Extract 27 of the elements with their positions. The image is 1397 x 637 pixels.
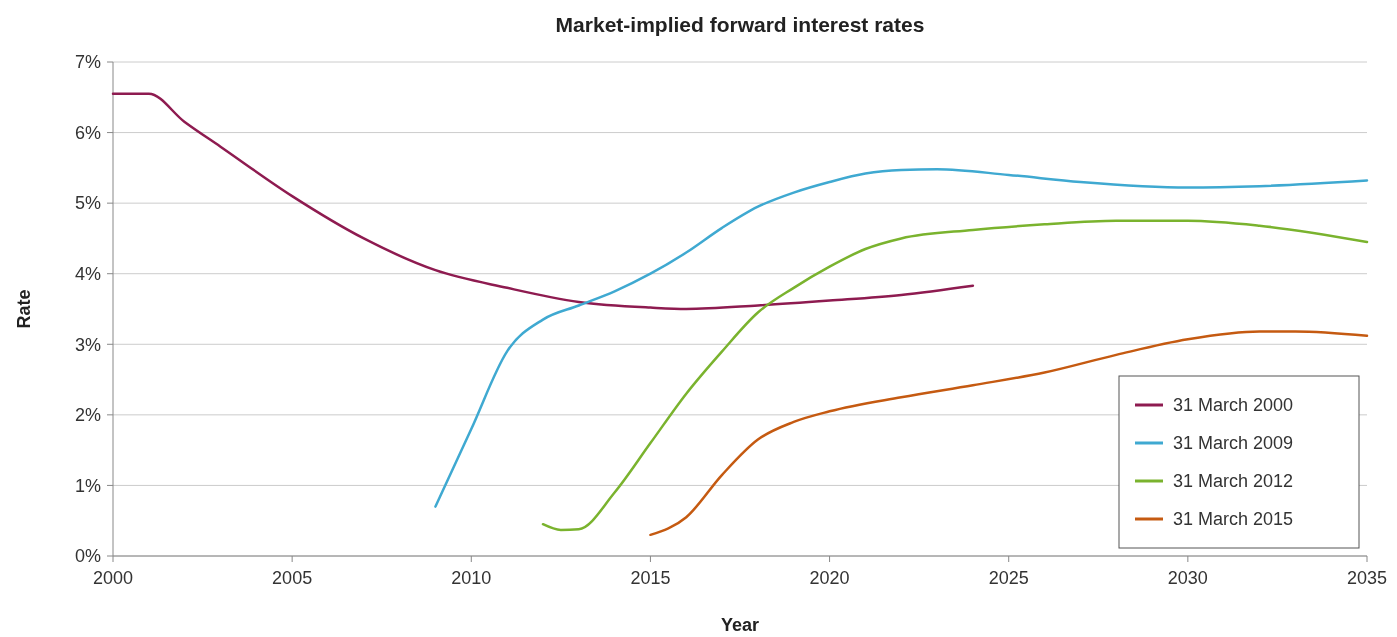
y-tick-label: 4% xyxy=(74,264,101,285)
y-tick-label: 6% xyxy=(74,122,101,143)
x-tick-label: 2000 xyxy=(92,568,134,588)
y-tick-label: 0% xyxy=(74,546,101,567)
legend-label: 31 March 2012 xyxy=(1173,471,1294,492)
y-tick-label: 7% xyxy=(74,52,101,73)
legend-label: 31 March 2000 xyxy=(1173,395,1294,416)
y-tick-label: 1% xyxy=(74,475,101,496)
x-tick-label: 2005 xyxy=(272,568,313,588)
legend-label: 31 March 2009 xyxy=(1173,433,1294,454)
line-series xyxy=(434,168,1369,508)
chart-title: Market-implied forward interest rates xyxy=(555,13,925,36)
x-tick-label: 2025 xyxy=(988,568,1029,588)
line-series xyxy=(541,219,1369,532)
line-series xyxy=(111,92,975,311)
x-tick-label: 2030 xyxy=(1167,568,1208,588)
legend-label: 31 March 2015 xyxy=(1173,509,1294,530)
y-axis-title: Rate xyxy=(14,289,34,329)
x-tick-label: 2010 xyxy=(451,568,492,588)
x-tick-label: 2035 xyxy=(1346,568,1388,588)
y-tick-label: 2% xyxy=(74,405,101,426)
line-series xyxy=(649,330,1369,537)
x-tick-label: 2015 xyxy=(630,568,671,588)
x-axis-title: Year xyxy=(720,615,760,635)
y-tick-label: 5% xyxy=(74,193,101,214)
y-tick-label: 3% xyxy=(74,334,101,355)
x-tick-label: 2020 xyxy=(809,568,850,588)
